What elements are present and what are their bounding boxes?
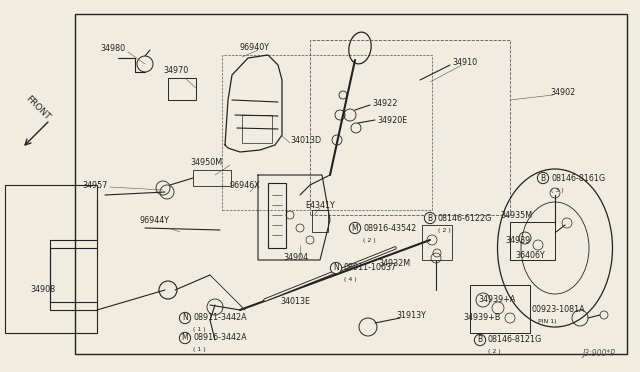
- Text: 96946X: 96946X: [230, 180, 260, 189]
- Bar: [5, 185, 97, 333]
- Text: 34013E: 34013E: [280, 298, 310, 307]
- Bar: [222, 55, 432, 210]
- Text: ( 2 ): ( 2 ): [488, 350, 500, 355]
- Bar: [422, 225, 452, 260]
- Text: 96944Y: 96944Y: [140, 215, 170, 224]
- Text: 34908: 34908: [30, 285, 55, 295]
- Bar: [75, 14, 627, 354]
- Text: 08146-8121G: 08146-8121G: [488, 336, 542, 344]
- Text: ( 3 ): ( 3 ): [551, 187, 564, 192]
- Bar: [193, 170, 231, 186]
- Text: 34910: 34910: [452, 58, 477, 67]
- Text: 34939+B: 34939+B: [463, 314, 500, 323]
- Bar: [470, 285, 530, 333]
- Text: ( 2 ): ( 2 ): [438, 228, 451, 232]
- Text: 34957: 34957: [82, 180, 108, 189]
- Text: 34935M: 34935M: [500, 211, 532, 219]
- Text: 96940Y: 96940Y: [240, 42, 270, 51]
- Bar: [168, 78, 196, 100]
- Text: 34932M: 34932M: [378, 260, 410, 269]
- Text: E4341Y: E4341Y: [305, 201, 335, 209]
- Text: 34904: 34904: [283, 253, 308, 263]
- Bar: [268, 183, 286, 248]
- Text: B: B: [540, 173, 545, 183]
- Text: 34013D: 34013D: [290, 135, 321, 144]
- Text: ( 1 ): ( 1 ): [193, 347, 205, 353]
- Text: ( 1 ): ( 1 ): [193, 327, 205, 333]
- Text: 34920E: 34920E: [377, 115, 407, 125]
- Text: 08911-3442A: 08911-3442A: [193, 314, 246, 323]
- Bar: [310, 40, 510, 215]
- Text: 08911-10637: 08911-10637: [344, 263, 397, 273]
- Text: N: N: [333, 263, 339, 273]
- Text: B: B: [477, 336, 483, 344]
- Text: 34939+A: 34939+A: [478, 295, 515, 305]
- Bar: [510, 222, 555, 260]
- Text: 00923-1081A: 00923-1081A: [532, 305, 586, 314]
- Bar: [312, 210, 328, 232]
- Text: 34922: 34922: [372, 99, 397, 108]
- Text: 34970: 34970: [163, 65, 188, 74]
- Text: 36406Y: 36406Y: [515, 250, 545, 260]
- Text: 34902: 34902: [550, 87, 575, 96]
- Text: PIN 1): PIN 1): [538, 320, 557, 324]
- Text: 34950M: 34950M: [190, 157, 222, 167]
- Text: 31913Y: 31913Y: [396, 311, 426, 321]
- Text: 08916-3442A: 08916-3442A: [193, 334, 246, 343]
- Text: ( 2 ): ( 2 ): [363, 237, 376, 243]
- Text: J3:900*P: J3:900*P: [582, 349, 615, 358]
- Text: B: B: [428, 214, 433, 222]
- Bar: [242, 115, 272, 143]
- Text: N: N: [182, 314, 188, 323]
- Text: M: M: [182, 334, 188, 343]
- Text: ( 4 ): ( 4 ): [344, 278, 356, 282]
- Text: M: M: [352, 224, 358, 232]
- Text: 34939: 34939: [505, 235, 531, 244]
- Text: 08146-8161G: 08146-8161G: [551, 173, 605, 183]
- Text: FRONT: FRONT: [24, 94, 52, 122]
- Text: 34980: 34980: [100, 44, 125, 52]
- Text: 08916-43542: 08916-43542: [363, 224, 416, 232]
- Text: 08146-6122G: 08146-6122G: [438, 214, 492, 222]
